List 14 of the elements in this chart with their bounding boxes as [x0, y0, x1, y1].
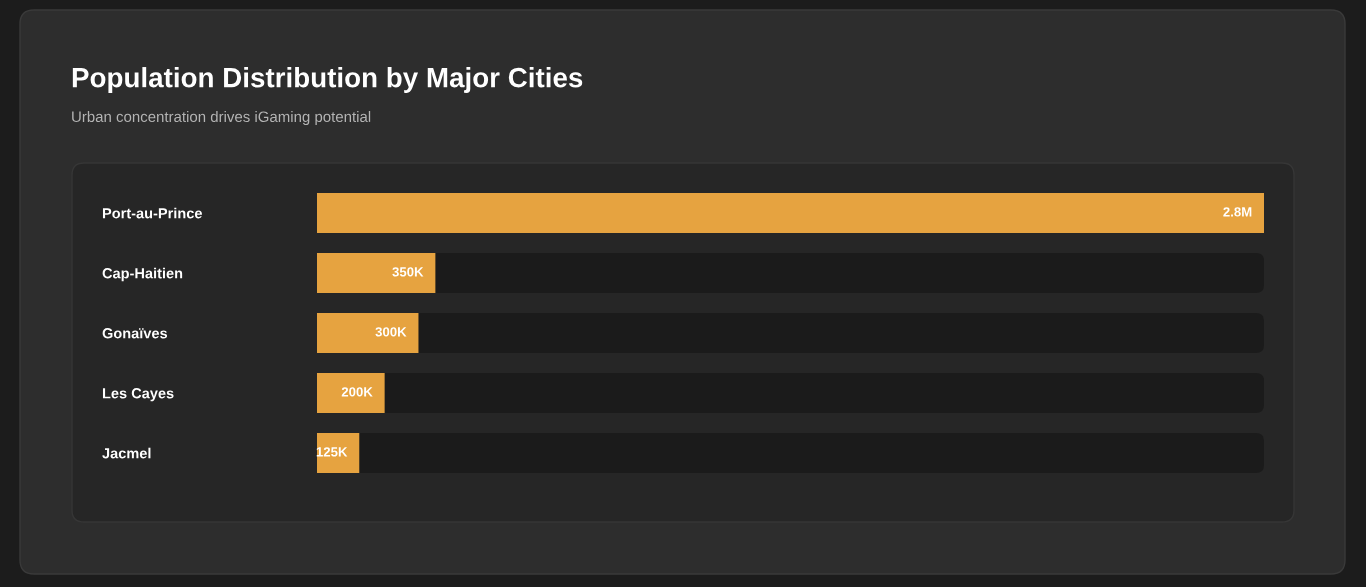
y-tick-label: Les Cayes — [102, 388, 174, 402]
data-label: 300K — [375, 327, 407, 337]
y-tick-label: Gonaïves — [102, 328, 168, 339]
bar — [317, 253, 436, 293]
data-label: 2.8M — [1223, 207, 1252, 217]
chart-subtitle: Urban concentration drives iGaming potential — [72, 111, 371, 125]
bar — [317, 313, 419, 353]
y-tick-label: Port-au-Prince — [102, 207, 202, 219]
data-label: 200K — [341, 387, 373, 397]
chart-title: Population Distribution by Major Cities — [72, 67, 583, 93]
bar — [317, 373, 385, 413]
data-label: 350K — [392, 267, 424, 277]
y-tick-label: Cap-Haitien — [102, 267, 183, 282]
y-tick-label: Jacmel — [102, 447, 151, 459]
